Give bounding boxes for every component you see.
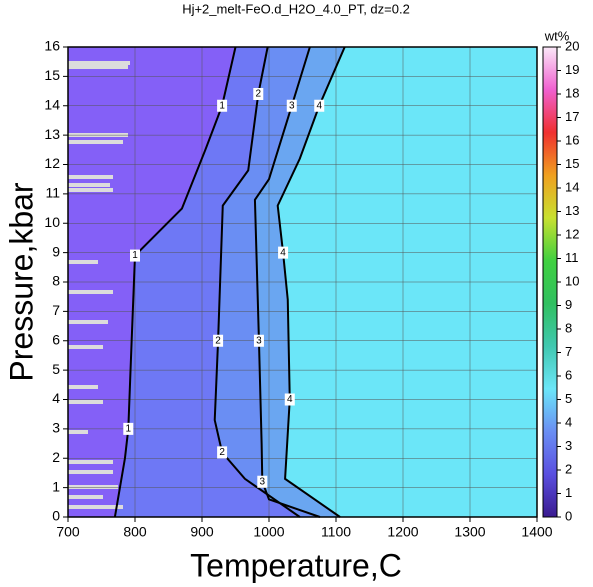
no-data-patch: [68, 140, 123, 144]
no-data-patch: [68, 430, 88, 434]
contour-label-box: [253, 88, 264, 100]
no-data-patch: [68, 460, 113, 464]
no-data-patch: [68, 505, 123, 509]
colorbar-tick-label: 18: [565, 85, 579, 100]
y-tick-label: 13: [44, 126, 60, 142]
no-data-patch: [68, 61, 130, 65]
colorbar-tick-label: 12: [565, 226, 579, 241]
contour-label-box: [253, 334, 264, 347]
no-data-patch: [68, 470, 113, 474]
colorbar-tick-label: 3: [565, 438, 572, 453]
contour-label-box: [284, 393, 295, 406]
no-data-patch: [68, 65, 128, 69]
contour-label-box: [217, 99, 228, 112]
colorbar-tick-label: 0: [565, 508, 572, 523]
colorbar-tick-label: 1: [565, 485, 572, 500]
colorbar-tick-label: 17: [565, 109, 579, 124]
contour-label: 4: [287, 394, 293, 405]
colorbar-tick-label: 7: [565, 344, 572, 359]
x-tick-label: 1000: [253, 524, 284, 540]
contour-label: 4: [280, 247, 286, 258]
x-tick-label: 900: [190, 524, 214, 540]
colorbar: [542, 46, 558, 518]
y-tick-label: 2: [52, 449, 60, 465]
contour-label: 2: [219, 447, 225, 458]
x-tick-label: 1100: [321, 524, 351, 540]
y-tick-label: 1: [52, 478, 60, 494]
contour-label: 2: [255, 89, 261, 100]
colorbar-tick-label: 6: [565, 367, 572, 382]
y-tick-label: 3: [52, 420, 60, 436]
no-data-patch: [68, 188, 113, 192]
contour-label-box: [213, 334, 224, 347]
y-tick-label: 7: [52, 302, 60, 318]
colorbar-tick-label: 11: [565, 250, 579, 265]
colorbar-tick-label: 14: [565, 179, 579, 194]
no-data-patch: [68, 290, 113, 294]
y-tick-label: 0: [52, 508, 60, 524]
y-tick-label: 15: [44, 67, 60, 83]
contour-label: 3: [260, 476, 266, 487]
y-tick-label: 8: [52, 273, 60, 289]
contour-label-box: [257, 475, 268, 488]
colorbar-tick-label: 13: [565, 203, 579, 218]
contour-label: 2: [215, 335, 221, 346]
contour-label: 1: [219, 100, 225, 111]
x-tick-label: 1200: [387, 524, 418, 540]
colorbar-tick-label: 10: [565, 273, 579, 288]
colorbar-tick-label: 20: [565, 38, 579, 53]
no-data-patch: [68, 400, 103, 404]
contour-label-box: [278, 246, 289, 259]
colorbar-tick-label: 19: [565, 62, 579, 77]
y-tick-label: 10: [44, 214, 60, 230]
contour-label: 4: [316, 100, 322, 111]
no-data-patch: [68, 385, 98, 389]
colorbar-tick-label: 5: [565, 391, 572, 406]
y-axis-label: Pressure,kbar: [3, 182, 39, 382]
no-data-patch: [68, 260, 98, 264]
no-data-patch: [68, 320, 108, 324]
no-data-patch: [68, 485, 118, 489]
colorbar-tick-label: 9: [565, 297, 572, 312]
y-tick-label: 14: [44, 96, 60, 112]
chart-title: Hj+2_melt-FeO.d_H2O_4.0_PT, dz=0.2: [182, 1, 410, 16]
no-data-patch: [68, 175, 113, 179]
colorbar-tick-label: 4: [565, 414, 572, 429]
contour-label-box: [217, 446, 228, 459]
y-tick-label: 4: [52, 390, 60, 406]
contour-label-box: [130, 249, 140, 262]
no-data-patch: [68, 495, 103, 499]
x-tick-label: 800: [123, 524, 147, 540]
x-tick-label: 700: [56, 524, 80, 540]
y-tick-label: 11: [45, 185, 60, 201]
y-tick-label: 16: [44, 38, 60, 54]
contour-label: 1: [132, 250, 138, 261]
y-tick-label: 9: [52, 243, 60, 259]
colorbar-tick-label: 2: [565, 461, 572, 476]
colorbar-tick-label: 16: [565, 132, 579, 147]
colorbar-tick-label: 8: [565, 320, 572, 335]
y-tick-label: 5: [52, 361, 60, 377]
contour-label-box: [286, 99, 297, 112]
colorbar-tick-label: 15: [565, 156, 579, 171]
colorbar-label: wt%: [544, 28, 570, 43]
contour-label-box: [314, 99, 325, 112]
plot-frame: [67, 46, 538, 518]
contour-label: 3: [289, 100, 295, 111]
y-tick-label: 12: [44, 155, 60, 171]
x-tick-label: 1300: [454, 524, 485, 540]
no-data-patch: [68, 345, 103, 349]
y-tick-label: 6: [52, 331, 60, 347]
x-axis-label: Temperature,C: [190, 547, 402, 583]
x-tick-label: 1400: [521, 524, 552, 540]
contour-label-box: [123, 422, 134, 435]
no-data-patch: [68, 183, 110, 187]
contour-label: 3: [256, 335, 262, 346]
contour-label: 1: [126, 424, 132, 435]
